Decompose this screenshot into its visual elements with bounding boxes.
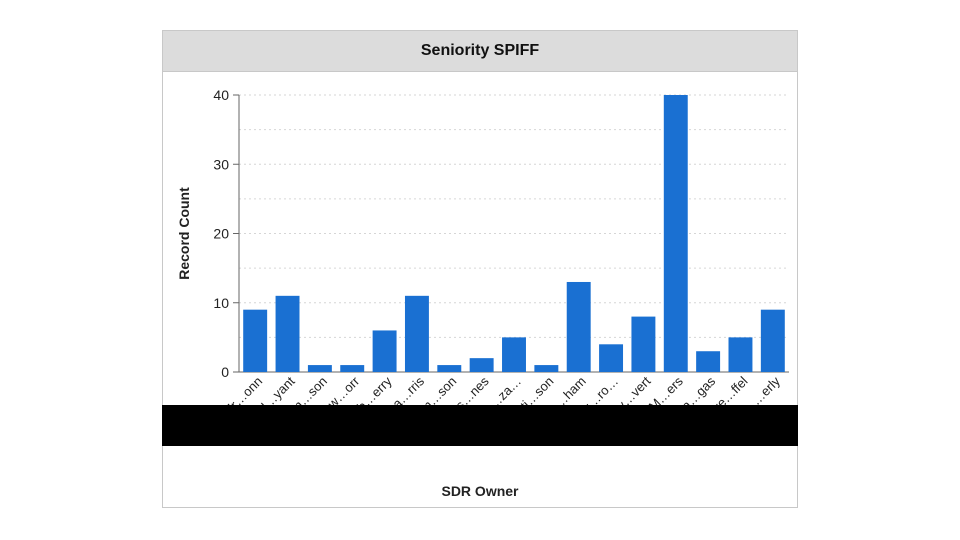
- bar: [340, 365, 365, 372]
- y-axis-label: Record Count: [176, 187, 192, 280]
- y-tick-label: 40: [213, 87, 229, 103]
- bar: [696, 351, 721, 372]
- y-tick-label: 30: [213, 156, 229, 172]
- x-tick-label: …erly: [748, 373, 783, 408]
- bar: [728, 337, 753, 372]
- bar: [663, 95, 688, 372]
- chart-header: Seniority SPIFF: [163, 31, 797, 72]
- bar: [534, 365, 559, 372]
- chart-title: Seniority SPIFF: [420, 42, 540, 59]
- x-axis-label: SDR Owner: [441, 483, 519, 499]
- bar: [437, 365, 462, 372]
- bar: [599, 344, 624, 372]
- y-tick-label: 20: [213, 226, 229, 242]
- redaction-bar: [162, 405, 798, 446]
- bar: [469, 358, 494, 372]
- bar: [275, 295, 300, 372]
- y-tick-label: 10: [213, 295, 229, 311]
- bar: [760, 309, 785, 372]
- bar: [307, 365, 332, 372]
- bar: [502, 337, 526, 372]
- y-tick-label: 0: [221, 364, 229, 380]
- bar: [404, 295, 429, 372]
- bar: [631, 316, 656, 372]
- bar: [243, 309, 268, 372]
- bar: [372, 330, 397, 372]
- bar: [566, 281, 591, 372]
